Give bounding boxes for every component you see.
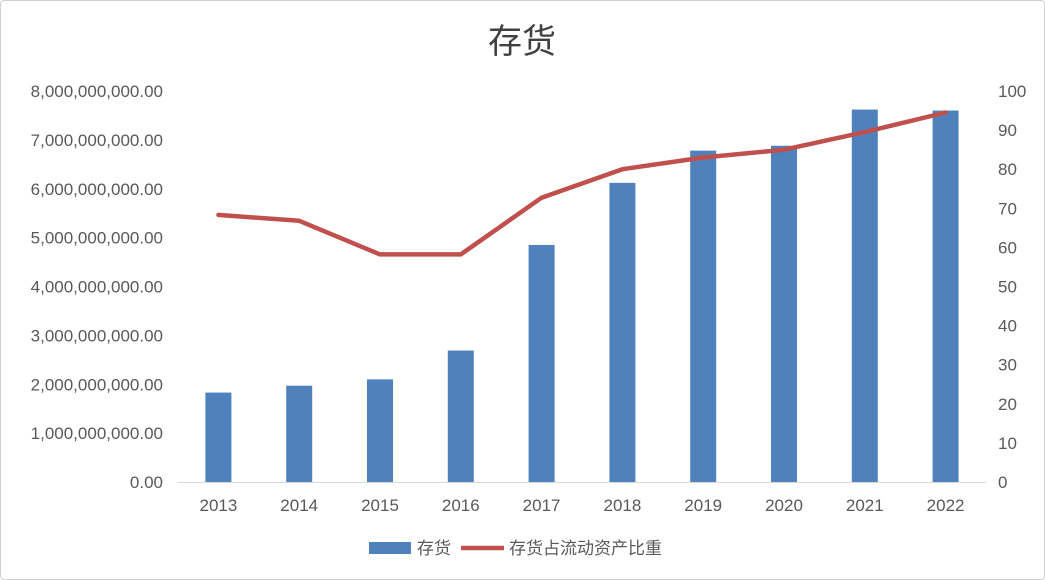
right-tick-label: 80 (998, 160, 1017, 179)
bar-2022 (932, 110, 959, 483)
bar-2014 (286, 385, 313, 482)
left-tick-label: 8,000,000,000.00 (31, 82, 163, 101)
x-axis-ticks: 2013 2014 2015 2016 2017 2018 2019 2020 2021 2022 (199, 496, 964, 515)
x-tick-label: 2015 (361, 496, 399, 515)
right-tick-label: 40 (998, 317, 1017, 336)
bar-2021 (851, 109, 878, 482)
bar-2018 (609, 182, 636, 482)
left-tick-label: 4,000,000,000.00 (31, 278, 163, 297)
right-tick-label: 100 (998, 82, 1026, 101)
right-axis-ticks: 0 10 20 30 40 50 60 70 80 90 100 (998, 82, 1026, 492)
right-tick-label: 60 (998, 238, 1017, 257)
right-tick-label: 50 (998, 278, 1017, 297)
right-tick-label: 10 (998, 434, 1017, 453)
right-tick-label: 90 (998, 121, 1017, 140)
right-tick-label: 70 (998, 199, 1017, 218)
x-tick-label: 2014 (280, 496, 318, 515)
right-tick-label: 0 (998, 473, 1007, 492)
legend-label-line: 存货占流动资产比重 (509, 539, 662, 559)
line-layer (216, 110, 948, 257)
x-tick-label: 2017 (523, 496, 561, 515)
x-tick-label: 2022 (927, 496, 965, 515)
bars-layer (205, 109, 959, 483)
x-tick-label: 2019 (684, 496, 722, 515)
legend-label-bar: 存货 (417, 539, 451, 559)
x-tick-label: 2021 (846, 496, 884, 515)
right-tick-label: 30 (998, 356, 1017, 375)
bar-2015 (367, 379, 393, 482)
left-tick-label: 3,000,000,000.00 (31, 326, 163, 345)
left-tick-label: 1,000,000,000.00 (31, 424, 163, 443)
left-tick-label: 5,000,000,000.00 (31, 229, 163, 248)
x-tick-label: 2020 (765, 496, 803, 515)
right-tick-label: 20 (998, 395, 1017, 414)
bar-2016 (447, 350, 474, 482)
left-tick-label: 6,000,000,000.00 (31, 180, 163, 199)
x-tick-label: 2013 (199, 496, 237, 515)
x-tick-label: 2016 (442, 496, 480, 515)
series-line-ratio (216, 110, 948, 257)
bar-2020 (771, 145, 797, 483)
left-tick-label: 0.00 (130, 473, 163, 492)
bar-2013 (205, 392, 232, 482)
x-tick-label: 2018 (603, 496, 641, 515)
left-axis-ticks: 0.00 1,000,000,000.00 2,000,000,000.00 3,00… (31, 82, 163, 492)
left-tick-label: 2,000,000,000.00 (31, 375, 163, 394)
legend-swatch-bar (369, 542, 411, 554)
legend: 存货 存货占流动资产比重 (369, 539, 662, 559)
left-tick-label: 7,000,000,000.00 (31, 131, 163, 150)
bar-2017 (528, 244, 555, 482)
chart-title: 存货 (488, 22, 556, 62)
bar-2019 (690, 150, 717, 482)
